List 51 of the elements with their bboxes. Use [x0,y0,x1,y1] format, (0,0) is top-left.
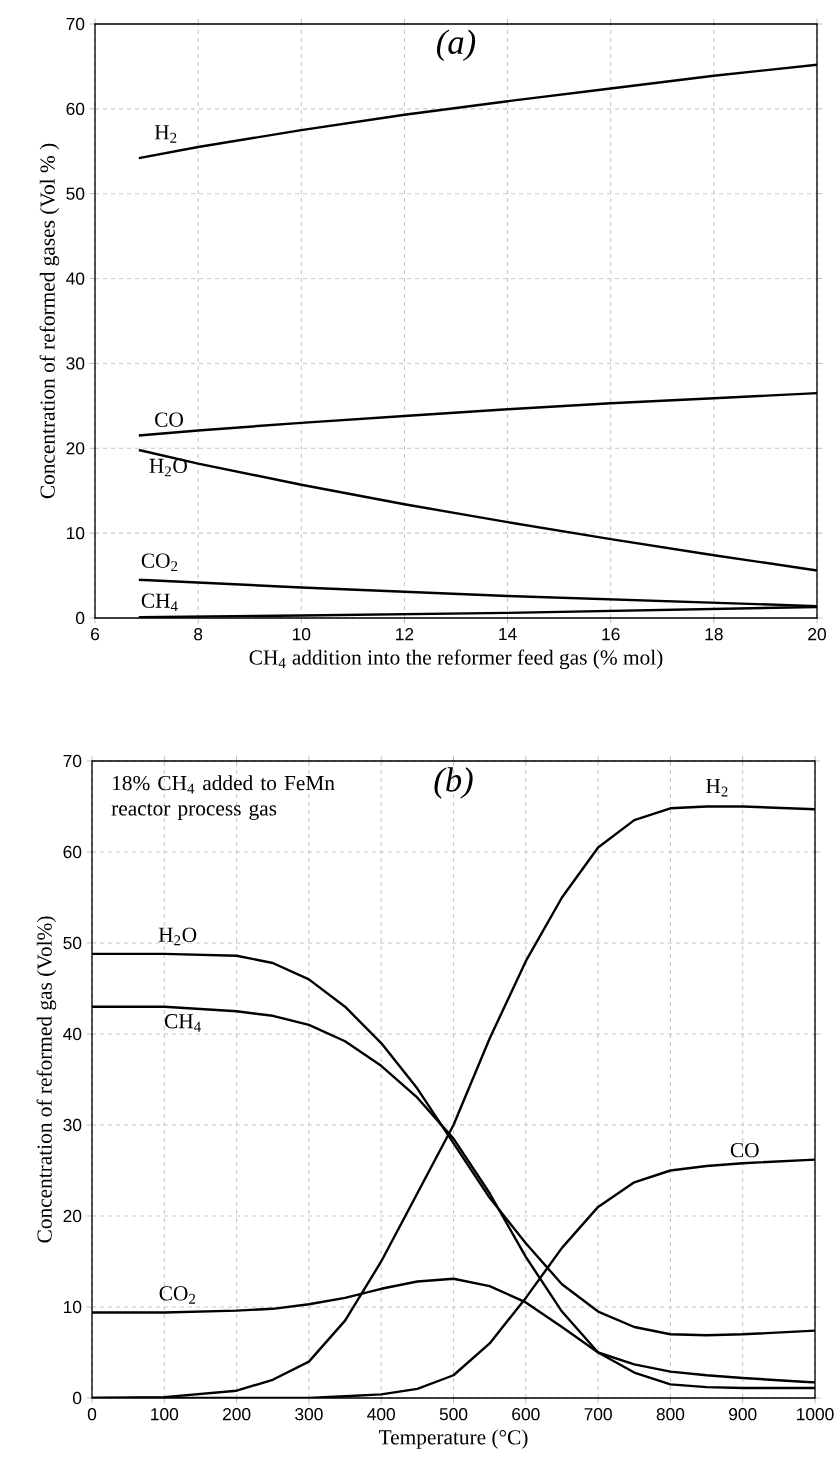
y-tick-label: 70 [66,17,85,31]
x-tick-label: 1000 [797,1408,834,1421]
y-tick-label: 50 [63,936,82,950]
series-label: H$_{2}$O [158,927,197,946]
x-tick-label: 8 [194,628,203,641]
y-tick-label: 10 [64,1300,82,1314]
y-tick-label: 20 [63,1209,82,1223]
series-label: CO [155,412,184,427]
annotation: 18% CH$_{4}$ added to FeMn reactor process gas [111,775,335,820]
x-axis-title: Temperature (°C) [379,1429,528,1449]
series-label: CO$_{2}$ [141,553,178,572]
y-axis-title: Concentration of reformed gases (Vol % ) [39,143,60,499]
chart-title: (b) [434,767,473,799]
series-label: CH$_{4}$ [165,1014,202,1032]
x-tick-label: 900 [729,1408,757,1421]
x-tick-label: 400 [367,1408,396,1421]
x-tick-label: 14 [499,628,517,640]
x-tick-label: 300 [295,1408,323,1421]
x-tick-label: 18 [705,628,723,641]
y-tick-label: 60 [63,845,82,859]
x-tick-label: 0 [87,1408,97,1421]
y-tick-label: 10 [67,526,85,540]
x-tick-label: 700 [584,1408,613,1421]
x-tick-label: 200 [223,1408,251,1421]
series-label: CH$_{4}$ [141,593,178,612]
chart-title: (a) [437,29,476,62]
y-tick-label: 20 [66,442,85,455]
y-tick-label: 40 [66,272,85,285]
x-axis-title: CH$_{4}$ addition into the reformer feed gas (% mol) [249,649,663,670]
x-tick-label: 6 [91,628,100,641]
x-tick-label: 800 [656,1408,685,1421]
y-tick-label: 0 [76,611,85,625]
x-tick-label: 10 [293,628,311,641]
x-tick-label: 20 [808,628,827,641]
x-tick-label: 500 [439,1408,468,1421]
x-tick-label: 100 [151,1408,179,1421]
series-label: CO$_{2}$ [159,1286,196,1304]
series-label: CO [730,1142,759,1158]
series-label: H$_{2}$ [154,125,177,143]
y-tick-label: 30 [66,357,85,370]
y-tick-label: 30 [63,1118,82,1132]
y-tick-label: 70 [63,754,82,768]
x-tick-label: 600 [512,1408,540,1421]
x-tick-label: 16 [602,628,620,641]
y-tick-label: 50 [66,187,85,200]
y-tick-label: 0 [73,1391,82,1405]
y-tick-label: 60 [66,102,85,115]
legend-label: H$_{2}$ [706,779,728,797]
y-axis-title: Concentration of reformed gas (Vol%) [36,916,57,1243]
x-tick-label: 12 [396,628,414,641]
y-tick-label: 40 [63,1027,82,1041]
